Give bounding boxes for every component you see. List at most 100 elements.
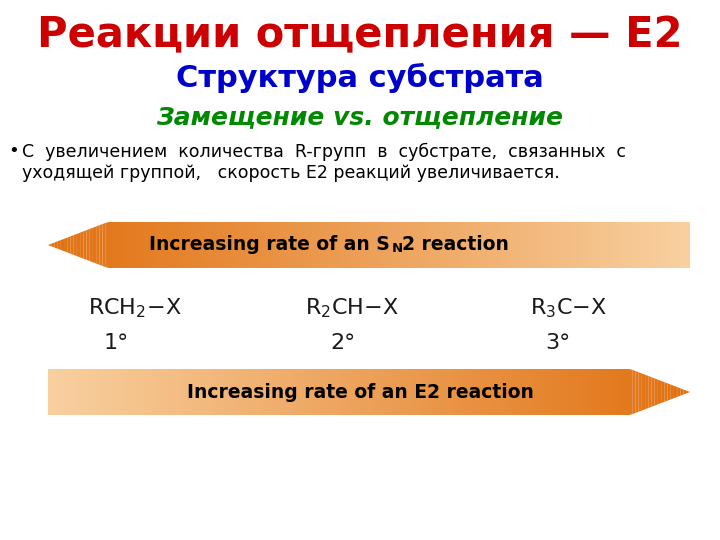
Polygon shape xyxy=(64,369,67,415)
Polygon shape xyxy=(452,369,456,415)
Polygon shape xyxy=(298,369,302,415)
Polygon shape xyxy=(231,222,234,268)
Polygon shape xyxy=(132,222,135,268)
Polygon shape xyxy=(671,222,674,268)
Polygon shape xyxy=(102,223,106,267)
Polygon shape xyxy=(295,369,298,415)
Polygon shape xyxy=(359,369,363,415)
Polygon shape xyxy=(260,222,263,268)
Polygon shape xyxy=(555,369,559,415)
Polygon shape xyxy=(382,369,385,415)
Polygon shape xyxy=(176,369,179,415)
Polygon shape xyxy=(600,222,603,268)
Polygon shape xyxy=(163,369,167,415)
Text: уходящей группой,   скорость Е2 реакций увеличивается.: уходящей группой, скорость Е2 реакций ув… xyxy=(22,164,559,182)
Polygon shape xyxy=(629,222,632,268)
Text: 2 reaction: 2 reaction xyxy=(402,235,509,254)
Text: •: • xyxy=(8,142,19,160)
Polygon shape xyxy=(292,222,295,268)
Polygon shape xyxy=(93,226,96,264)
Polygon shape xyxy=(485,369,487,415)
Polygon shape xyxy=(372,222,375,268)
Polygon shape xyxy=(318,222,321,268)
Polygon shape xyxy=(526,222,529,268)
Polygon shape xyxy=(174,222,176,268)
Polygon shape xyxy=(340,222,343,268)
Polygon shape xyxy=(379,222,382,268)
Polygon shape xyxy=(308,222,311,268)
Polygon shape xyxy=(115,222,119,268)
Polygon shape xyxy=(315,222,318,268)
Polygon shape xyxy=(443,369,446,415)
Polygon shape xyxy=(478,369,482,415)
Polygon shape xyxy=(500,369,504,415)
Polygon shape xyxy=(616,222,619,268)
Polygon shape xyxy=(71,369,73,415)
Polygon shape xyxy=(645,375,648,409)
Polygon shape xyxy=(405,369,408,415)
Polygon shape xyxy=(273,369,276,415)
Polygon shape xyxy=(132,369,135,415)
Polygon shape xyxy=(112,222,115,268)
Polygon shape xyxy=(559,222,562,268)
Polygon shape xyxy=(99,224,102,266)
Polygon shape xyxy=(337,369,340,415)
Polygon shape xyxy=(517,222,520,268)
Polygon shape xyxy=(77,369,80,415)
Polygon shape xyxy=(665,382,667,402)
Polygon shape xyxy=(209,369,212,415)
Polygon shape xyxy=(385,369,388,415)
Polygon shape xyxy=(636,371,639,413)
Polygon shape xyxy=(379,369,382,415)
Polygon shape xyxy=(128,222,132,268)
Polygon shape xyxy=(337,222,340,268)
Polygon shape xyxy=(546,369,549,415)
Polygon shape xyxy=(161,369,163,415)
Polygon shape xyxy=(276,222,279,268)
Polygon shape xyxy=(417,222,420,268)
Polygon shape xyxy=(401,222,405,268)
Polygon shape xyxy=(141,369,144,415)
Polygon shape xyxy=(475,369,478,415)
Polygon shape xyxy=(263,222,266,268)
Polygon shape xyxy=(186,369,189,415)
Polygon shape xyxy=(417,369,420,415)
Polygon shape xyxy=(192,369,196,415)
Text: 3°: 3° xyxy=(545,333,571,353)
Polygon shape xyxy=(568,222,571,268)
Polygon shape xyxy=(597,369,600,415)
Text: 2°: 2° xyxy=(330,333,356,353)
Polygon shape xyxy=(533,222,536,268)
Polygon shape xyxy=(77,233,80,258)
Polygon shape xyxy=(575,369,577,415)
Polygon shape xyxy=(340,369,343,415)
Polygon shape xyxy=(167,222,170,268)
Polygon shape xyxy=(67,369,71,415)
Polygon shape xyxy=(375,369,379,415)
Polygon shape xyxy=(318,369,321,415)
Polygon shape xyxy=(64,238,67,252)
Polygon shape xyxy=(564,369,568,415)
Polygon shape xyxy=(487,222,491,268)
Polygon shape xyxy=(430,222,433,268)
Polygon shape xyxy=(96,369,99,415)
Polygon shape xyxy=(603,222,606,268)
Polygon shape xyxy=(202,222,205,268)
Polygon shape xyxy=(552,222,555,268)
Polygon shape xyxy=(478,222,482,268)
Polygon shape xyxy=(311,369,315,415)
Polygon shape xyxy=(286,222,289,268)
Polygon shape xyxy=(542,222,546,268)
Polygon shape xyxy=(667,222,671,268)
Polygon shape xyxy=(148,222,150,268)
Polygon shape xyxy=(256,369,260,415)
Polygon shape xyxy=(192,222,196,268)
Polygon shape xyxy=(269,222,273,268)
Polygon shape xyxy=(154,222,157,268)
Polygon shape xyxy=(529,369,533,415)
Polygon shape xyxy=(687,391,690,393)
Polygon shape xyxy=(221,222,225,268)
Polygon shape xyxy=(305,369,308,415)
Polygon shape xyxy=(513,369,517,415)
Polygon shape xyxy=(48,369,51,415)
